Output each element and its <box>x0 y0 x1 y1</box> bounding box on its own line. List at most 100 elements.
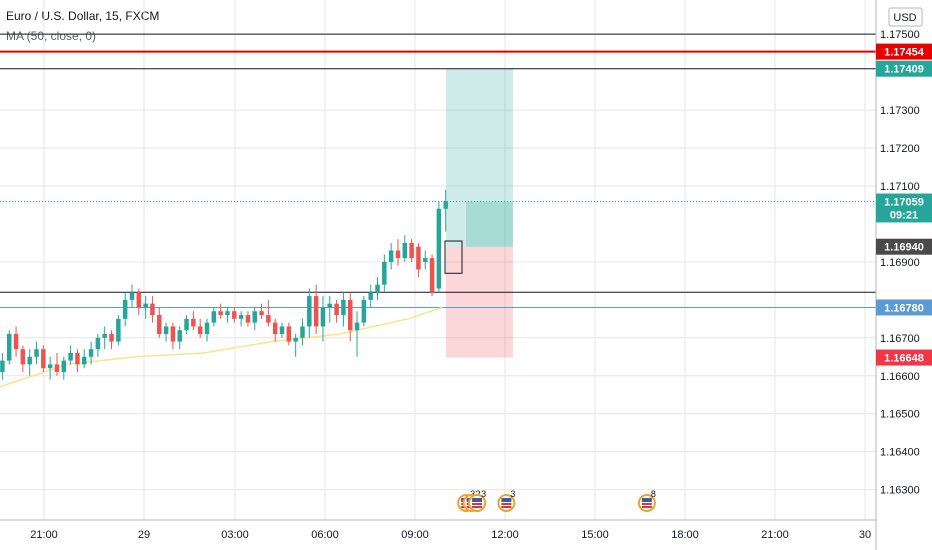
candle <box>170 322 176 350</box>
candle <box>116 315 121 346</box>
loss-zone <box>446 246 513 358</box>
candle <box>177 326 182 350</box>
candle <box>272 318 278 342</box>
candle <box>300 318 305 346</box>
candle-body <box>102 334 107 338</box>
candle-body <box>334 303 339 316</box>
drawn-rectangle <box>444 240 463 274</box>
candle-body <box>27 356 32 365</box>
candle <box>136 288 142 316</box>
candle-body <box>245 315 251 323</box>
candle <box>382 254 387 293</box>
candle <box>293 334 298 357</box>
candle <box>54 352 60 376</box>
candle-body <box>211 311 217 323</box>
candle-body <box>307 296 312 327</box>
candle-body <box>136 292 142 308</box>
candle-body <box>429 258 435 293</box>
price-label: 1.16648 <box>876 349 932 366</box>
price-label-bg <box>876 238 932 255</box>
candle-body <box>13 334 19 350</box>
candle <box>109 330 114 350</box>
candle-body <box>177 330 182 342</box>
flag-blue <box>472 498 483 502</box>
candle-body <box>204 322 210 335</box>
candle <box>259 303 264 319</box>
price-label-bg <box>876 206 932 223</box>
candle <box>34 341 39 365</box>
candle-body <box>341 299 346 316</box>
price-label-bg <box>876 193 932 210</box>
y-tick-label: 1.16600 <box>880 371 920 383</box>
candle <box>13 326 19 357</box>
candle <box>143 296 148 319</box>
price-label-text: 1.17059 <box>884 197 924 209</box>
candle-body <box>416 246 421 270</box>
price-label-bg <box>876 60 932 77</box>
candle <box>225 307 230 323</box>
candle-body <box>320 307 326 327</box>
x-tick-label: 15:00 <box>581 529 609 541</box>
candle <box>361 296 367 327</box>
candle-body <box>109 334 114 342</box>
flag-blue <box>501 498 512 502</box>
candle-body <box>184 318 189 331</box>
candle-body <box>259 311 264 316</box>
candle-body <box>61 360 67 372</box>
flag-red <box>472 503 483 505</box>
candle <box>436 201 442 293</box>
price-label: 1.17059 <box>876 193 932 210</box>
candle <box>375 277 380 300</box>
y-tick-label: 1.16400 <box>880 447 920 459</box>
candle <box>102 326 107 350</box>
candle-body <box>272 322 278 335</box>
candle <box>232 307 237 323</box>
candle <box>395 239 401 266</box>
y-tick-label: 1.16500 <box>880 409 920 421</box>
candle-body <box>197 326 203 335</box>
candle <box>61 356 67 380</box>
indicator-legend[interactable]: MA (50, close, 0) <box>6 29 97 43</box>
x-tick-label: 21:00 <box>761 529 789 541</box>
candle-body <box>361 299 367 323</box>
flag-blue <box>641 498 652 502</box>
candle-body <box>68 352 73 361</box>
currency-badge[interactable]: USD <box>888 7 923 27</box>
event-flag-icon[interactable]: 3 <box>468 489 486 512</box>
candle-body <box>54 364 60 372</box>
event-flag-icon[interactable]: 3 <box>497 489 515 512</box>
y-tick-label: 1.17200 <box>880 143 920 155</box>
candle <box>334 299 339 323</box>
candle <box>82 349 87 369</box>
candle-body <box>354 322 360 331</box>
moving-average <box>0 306 443 388</box>
event-flag-icon[interactable]: 8 <box>637 489 656 512</box>
candle <box>157 307 162 338</box>
candle <box>279 322 285 338</box>
candle <box>388 242 394 270</box>
price-label-text: 09:21 <box>890 209 918 221</box>
candle <box>163 322 169 342</box>
candle <box>368 284 373 308</box>
y-tick-label: 1.17100 <box>880 181 920 193</box>
currency-text: USD <box>893 12 916 24</box>
event-count: 3 <box>481 489 486 499</box>
candle <box>266 299 271 327</box>
candle <box>75 349 80 372</box>
price-label-text: 1.16780 <box>884 302 924 314</box>
candle-body <box>252 311 257 323</box>
candle-body <box>375 284 380 293</box>
candle <box>327 296 333 323</box>
candle <box>423 250 428 270</box>
x-tick-label: 30 <box>859 529 871 541</box>
candle-body <box>82 356 87 365</box>
candle-body <box>6 334 12 361</box>
x-tick-label: 06:00 <box>311 529 339 541</box>
candle-body <box>129 292 135 300</box>
candle-body <box>443 201 448 209</box>
candle-body <box>238 315 244 319</box>
candle-body <box>218 311 223 316</box>
